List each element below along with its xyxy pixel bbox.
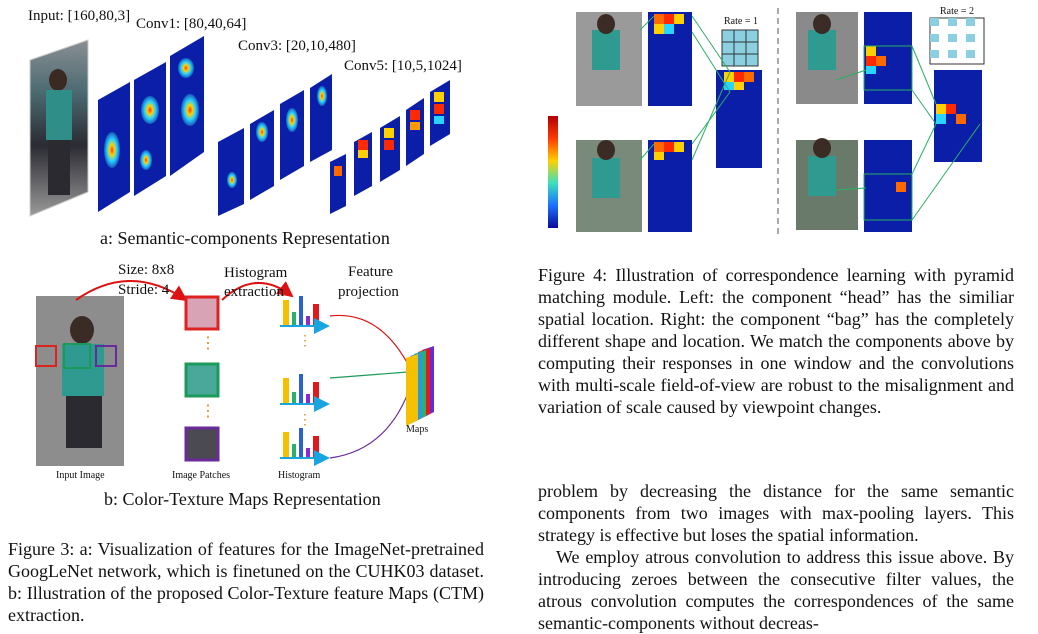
- rate2-label: Rate = 2: [940, 6, 974, 17]
- fig4-right-connectors: [835, 45, 981, 221]
- conv1-size-label: Conv1: [80,40,64]: [136, 16, 247, 32]
- fig4-left-heatmaps: [648, 12, 762, 232]
- fig3b-subcaption: b: Color-Texture Maps Representation: [104, 489, 381, 509]
- svg-text:⋮: ⋮: [200, 335, 216, 352]
- conv3-size-label: Conv3: [20,10,480]: [238, 38, 356, 54]
- svg-text:⋮: ⋮: [298, 413, 312, 428]
- figure-4-caption: Figure 4: Illustration of correspondence…: [538, 265, 1014, 417]
- colorbar: [548, 116, 558, 228]
- rate1-kernel-grid: [721, 29, 759, 67]
- histogram-extraction-label-2: extraction: [224, 284, 284, 300]
- input-person-image: [29, 39, 89, 217]
- image-patches-label: Image Patches: [172, 470, 231, 481]
- patch-stride-label: Stride: 4: [118, 282, 170, 298]
- body-paragraph-2: We employ atrous convolution to address …: [538, 547, 1014, 633]
- conv5-feature-maps: [330, 80, 450, 214]
- svg-text:⋮: ⋮: [298, 334, 312, 349]
- fig4-left-connectors: [639, 15, 731, 161]
- conv3-feature-maps: [218, 74, 332, 216]
- feature-projection-label-1: Feature: [348, 264, 393, 280]
- fig4-right-photos: [796, 12, 858, 230]
- image-patches: ⋮ ⋮: [184, 295, 220, 462]
- input-size-label: Input: [160,80,3]: [28, 8, 131, 24]
- histograms: ⋮ ⋮: [280, 296, 330, 466]
- ctm-input-person-image: [35, 296, 124, 466]
- feature-projection-label-2: projection: [338, 284, 399, 300]
- ctm-maps-stack: [406, 346, 434, 426]
- fig4-left-photos: [576, 12, 642, 232]
- fig3a-subcaption: a: Semantic-components Representation: [100, 228, 390, 248]
- input-image-label: Input Image: [56, 470, 105, 481]
- rate1-label: Rate = 1: [724, 16, 758, 27]
- body-paragraph-1: problem by decreasing the distance for t…: [538, 481, 1014, 545]
- maps-label: Maps: [406, 424, 429, 435]
- histogram-label: Histogram: [278, 470, 321, 481]
- histogram-extraction-label-1: Histogram: [224, 265, 288, 281]
- rate2-kernel-grid: [929, 17, 985, 65]
- svg-text:⋮: ⋮: [200, 403, 216, 420]
- conv1-feature-maps: [98, 36, 204, 212]
- figure-3-caption: Figure 3: a: Visualization of features f…: [8, 539, 484, 625]
- fig4-right-heatmaps: [864, 12, 982, 232]
- conv5-size-label: Conv5: [10,5,1024]: [344, 58, 462, 74]
- patch-size-label: Size: 8x8: [118, 262, 175, 278]
